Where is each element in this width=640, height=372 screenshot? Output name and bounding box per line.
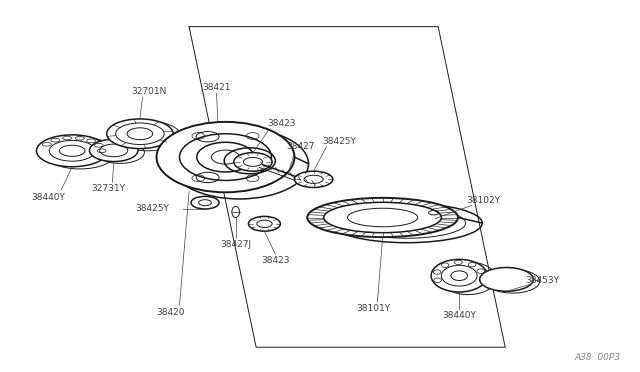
Text: A38· 00P3: A38· 00P3 (574, 353, 620, 362)
Ellipse shape (36, 135, 108, 167)
Ellipse shape (234, 153, 272, 171)
Ellipse shape (294, 171, 333, 187)
Text: 38453Y: 38453Y (525, 276, 559, 285)
Ellipse shape (248, 217, 280, 231)
Ellipse shape (100, 144, 128, 157)
Text: 38420: 38420 (156, 308, 185, 317)
Ellipse shape (479, 267, 533, 291)
Text: 38427J: 38427J (220, 240, 252, 249)
Text: 38425Y: 38425Y (136, 205, 170, 214)
Ellipse shape (431, 259, 487, 292)
Text: 38423: 38423 (268, 119, 296, 128)
Text: 38101Y: 38101Y (356, 304, 390, 313)
Ellipse shape (157, 122, 294, 192)
Text: 32731Y: 32731Y (91, 185, 125, 193)
Ellipse shape (307, 198, 458, 237)
Text: 38102Y: 38102Y (467, 196, 500, 205)
Ellipse shape (116, 123, 164, 144)
Text: 38423: 38423 (261, 256, 289, 265)
Ellipse shape (191, 196, 219, 209)
Ellipse shape (224, 148, 275, 174)
Ellipse shape (442, 265, 477, 286)
Text: 32701N: 32701N (131, 87, 166, 96)
Ellipse shape (90, 139, 138, 161)
Ellipse shape (49, 140, 95, 161)
Text: 38425Y: 38425Y (322, 137, 356, 146)
Text: 38440Y: 38440Y (31, 193, 65, 202)
Text: 38440Y: 38440Y (442, 311, 476, 320)
Text: 38427: 38427 (287, 142, 315, 151)
Text: 38421: 38421 (202, 83, 231, 92)
Ellipse shape (107, 119, 173, 148)
